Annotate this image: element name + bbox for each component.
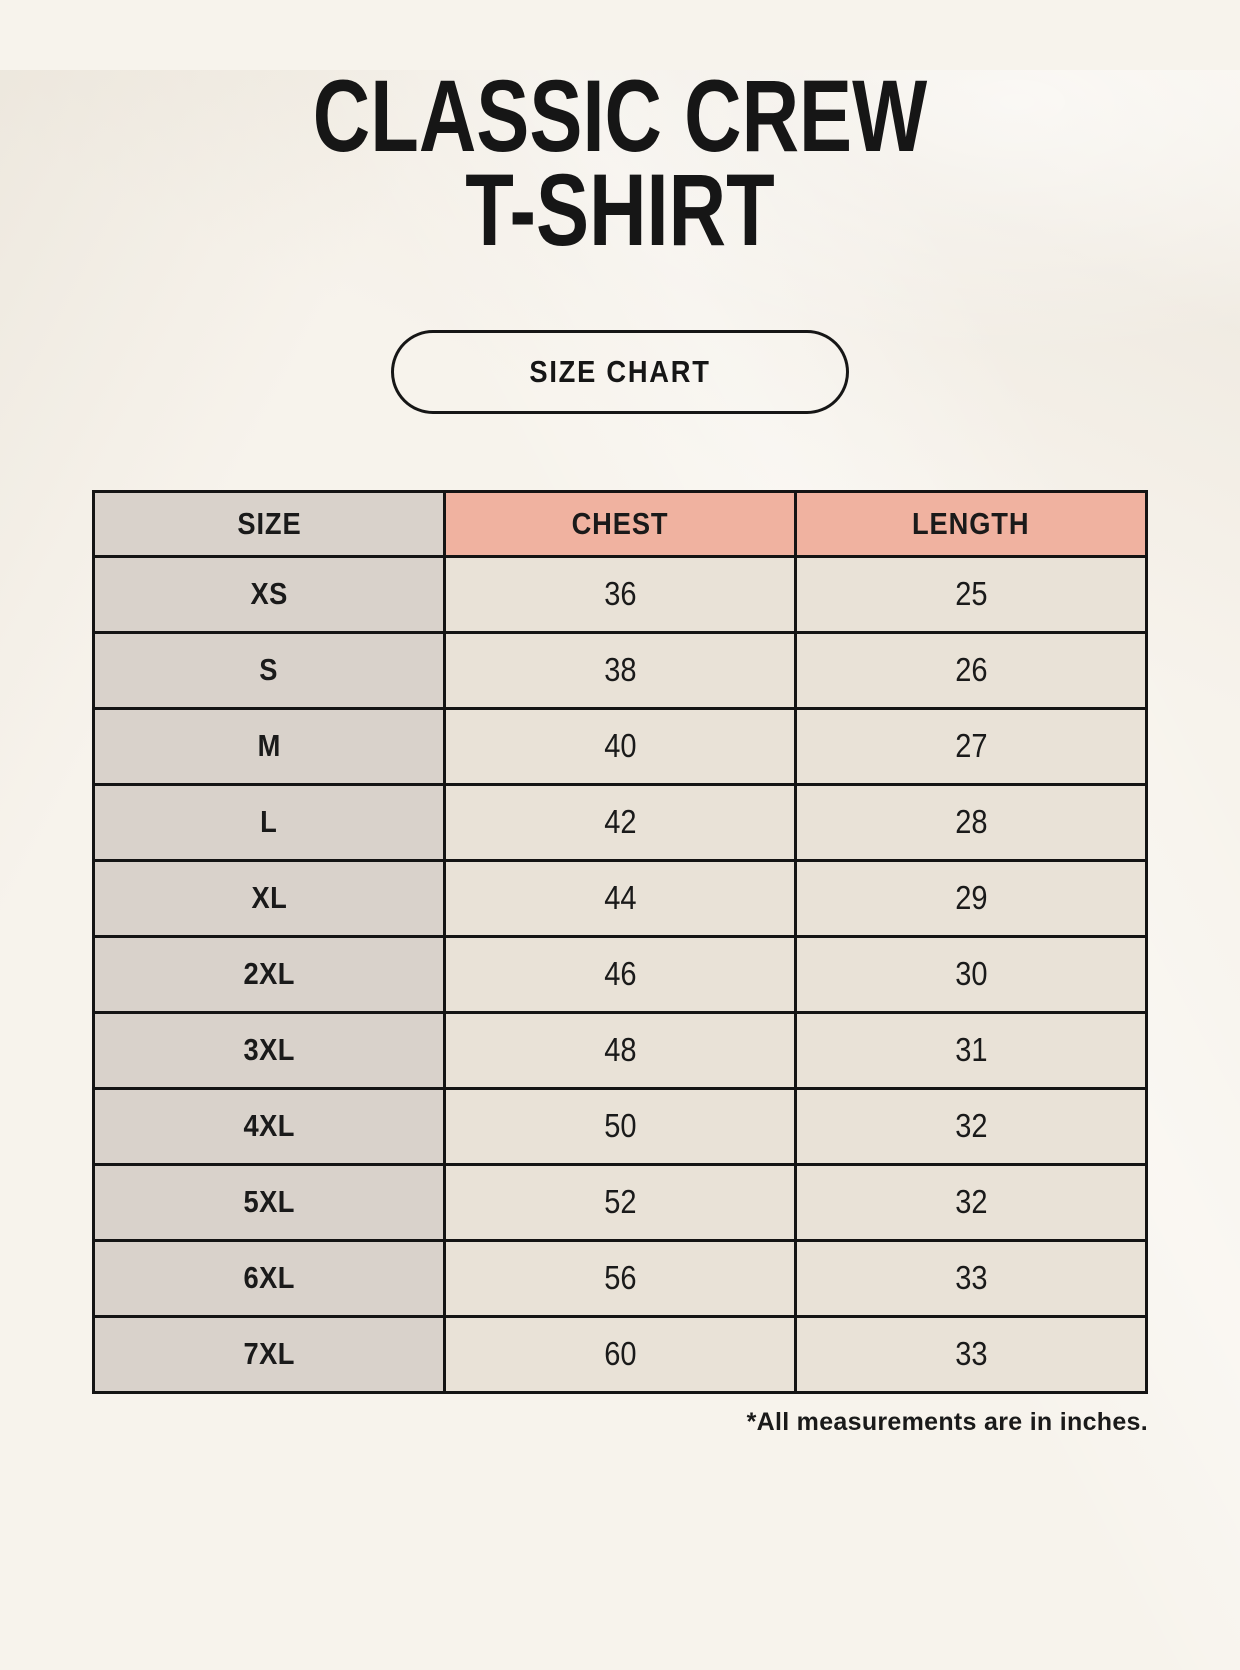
- cell-text: 36: [603, 575, 637, 613]
- column-header-label: LENGTH: [912, 505, 1030, 541]
- cell-text: 31: [954, 1031, 988, 1069]
- cell-text: XL: [251, 880, 287, 916]
- cell-text: 33: [954, 1259, 988, 1297]
- page-title-line-2: T-SHIRT: [465, 152, 775, 267]
- cell-text: 6XL: [243, 1260, 295, 1296]
- table-row: XL 44 29: [92, 858, 1148, 938]
- chest-value-cell: 38: [443, 630, 797, 710]
- cell-text: 42: [603, 803, 637, 841]
- length-value-cell: 33: [794, 1314, 1148, 1394]
- cell-text: 33: [954, 1335, 988, 1373]
- chest-value-cell: 60: [443, 1314, 797, 1394]
- table-row: L 42 28: [92, 782, 1148, 862]
- cell-text: S: [259, 652, 279, 688]
- chest-value-cell: 46: [443, 934, 797, 1014]
- cell-text: L: [260, 804, 278, 840]
- length-value-cell: 28: [794, 782, 1148, 862]
- size-cell: 5XL: [92, 1162, 446, 1242]
- length-value-cell: 30: [794, 934, 1148, 1014]
- cell-text: 28: [954, 803, 988, 841]
- chest-value-cell: 44: [443, 858, 797, 938]
- size-chart-page: CLASSIC CREW T-SHIRT SIZE CHART SIZE CHES…: [0, 59, 1240, 1437]
- cell-text: 29: [954, 879, 988, 917]
- table-row: 3XL 48 31: [92, 1010, 1148, 1090]
- table-row: M 40 27: [92, 706, 1148, 786]
- cell-text: 30: [954, 955, 988, 993]
- cell-text: 56: [603, 1259, 637, 1297]
- chest-value-cell: 48: [443, 1010, 797, 1090]
- page-title: CLASSIC CREW T-SHIRT: [136, 59, 1103, 267]
- size-cell: 6XL: [92, 1238, 446, 1318]
- length-value-cell: 32: [794, 1086, 1148, 1166]
- length-value-cell: 27: [794, 706, 1148, 786]
- column-header-chest: CHEST: [443, 489, 797, 558]
- size-cell: XL: [92, 858, 446, 938]
- size-table: SIZE CHEST LENGTH XS 36 25 S 38 26 M 40 27 L 42 28 XL 4…: [92, 489, 1148, 1394]
- column-header-label: SIZE: [236, 505, 302, 541]
- cell-text: 38: [603, 651, 637, 689]
- column-header-label: CHEST: [571, 505, 669, 541]
- cell-text: 26: [954, 651, 988, 689]
- cell-text: 25: [954, 575, 988, 613]
- size-chart-button-wrap: SIZE CHART: [0, 329, 1240, 414]
- size-table-header: SIZE CHEST LENGTH: [92, 489, 1148, 558]
- size-cell: 7XL: [92, 1314, 446, 1394]
- length-value-cell: 33: [794, 1238, 1148, 1318]
- cell-text: 32: [954, 1183, 988, 1221]
- cell-text: 60: [603, 1335, 637, 1373]
- cell-text: 44: [603, 879, 637, 917]
- table-row: S 38 26: [92, 630, 1148, 710]
- table-row: 2XL 46 30: [92, 934, 1148, 1014]
- length-value-cell: 29: [794, 858, 1148, 938]
- size-cell: 4XL: [92, 1086, 446, 1166]
- cell-text: 7XL: [243, 1336, 295, 1372]
- chest-value-cell: 42: [443, 782, 797, 862]
- cell-text: 5XL: [243, 1184, 295, 1220]
- chest-value-cell: 50: [443, 1086, 797, 1166]
- header-row: SIZE CHEST LENGTH: [92, 489, 1148, 558]
- table-row: 5XL 52 32: [92, 1162, 1148, 1242]
- size-cell: 2XL: [92, 934, 446, 1014]
- size-cell: M: [92, 706, 446, 786]
- table-row: 7XL 60 33: [92, 1314, 1148, 1394]
- column-header-size: SIZE: [92, 489, 446, 558]
- cell-text: 27: [954, 727, 988, 765]
- cell-text: XS: [250, 576, 288, 612]
- length-value-cell: 25: [794, 554, 1148, 634]
- size-cell: XS: [92, 554, 446, 634]
- size-cell: 3XL: [92, 1010, 446, 1090]
- measurements-footnote: *All measurements are in inches.: [746, 1407, 1148, 1436]
- chest-value-cell: 52: [443, 1162, 797, 1242]
- cell-text: 3XL: [243, 1032, 295, 1068]
- cell-text: 46: [603, 955, 637, 993]
- length-value-cell: 32: [794, 1162, 1148, 1242]
- size-cell: L: [92, 782, 446, 862]
- chest-value-cell: 40: [443, 706, 797, 786]
- cell-text: 52: [603, 1183, 637, 1221]
- length-value-cell: 31: [794, 1010, 1148, 1090]
- table-row: 4XL 50 32: [92, 1086, 1148, 1166]
- cell-text: 48: [603, 1031, 637, 1069]
- chest-value-cell: 56: [443, 1238, 797, 1318]
- size-table-body: XS 36 25 S 38 26 M 40 27 L 42 28 XL 44 29 2XL 46 30 3XL 48 3…: [92, 554, 1148, 1394]
- cell-text: 4XL: [243, 1108, 295, 1144]
- cell-text: M: [257, 728, 281, 764]
- cell-text: 50: [603, 1107, 637, 1145]
- cell-text: 40: [603, 727, 637, 765]
- size-chart-button-label: SIZE CHART: [529, 353, 711, 389]
- cell-text: 32: [954, 1107, 988, 1145]
- table-row: XS 36 25: [92, 554, 1148, 634]
- column-header-length: LENGTH: [794, 489, 1148, 558]
- size-cell: S: [92, 630, 446, 710]
- size-chart-button[interactable]: SIZE CHART: [391, 329, 849, 414]
- table-row: 6XL 56 33: [92, 1238, 1148, 1318]
- page-title-line-1: CLASSIC CREW: [312, 59, 928, 173]
- cell-text: 2XL: [243, 956, 295, 992]
- length-value-cell: 26: [794, 630, 1148, 710]
- chest-value-cell: 36: [443, 554, 797, 634]
